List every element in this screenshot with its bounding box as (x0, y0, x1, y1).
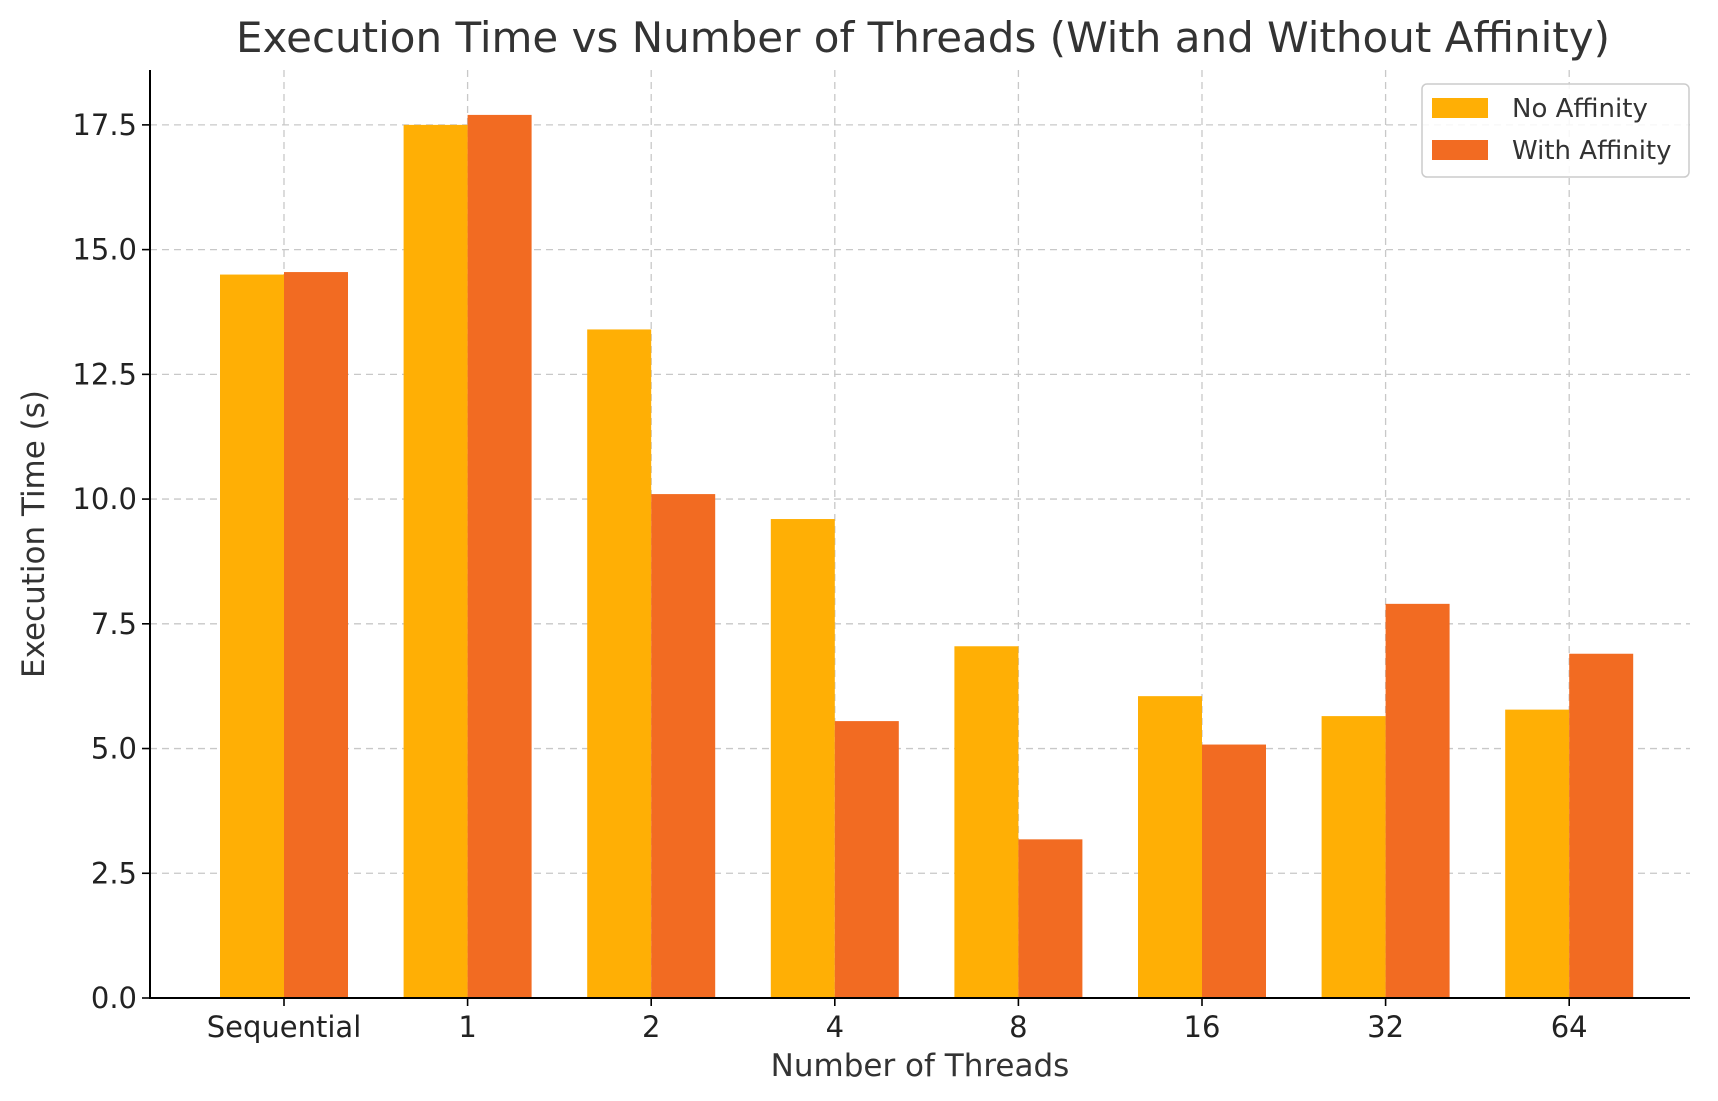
x-tick-label: 16 (1184, 1010, 1221, 1044)
y-tick-label: 2.5 (91, 856, 137, 890)
bar-with-affinity-2 (651, 494, 716, 998)
axis-layer (149, 70, 1690, 999)
y-axis-label: Execution Time (s) (16, 390, 52, 678)
grid-layer (150, 70, 1690, 999)
legend: No Affinity With Affinity (1421, 83, 1690, 178)
x-tick-label: 4 (826, 1010, 844, 1044)
y-tick-label: 0.0 (91, 981, 137, 1015)
y-tick-label: 17.5 (72, 108, 137, 142)
legend-label-no-affinity: No Affinity (1512, 94, 1648, 124)
legend-box (1421, 83, 1690, 178)
x-tick-label: 64 (1551, 1010, 1588, 1044)
y-tick-label: 10.0 (72, 482, 137, 516)
bar-with-affinity-sequential (284, 272, 348, 998)
legend-swatch-with-affinity (1432, 140, 1488, 160)
bar-layer (220, 114, 1634, 999)
bar-no-affinity-4 (770, 519, 835, 998)
legend-label-with-affinity: With Affinity (1512, 136, 1672, 166)
bar-no-affinity-2 (587, 329, 652, 998)
y-tick-label: 15.0 (72, 233, 137, 267)
tick-layer: 0.0 2.5 5.0 7.5 10.0 12.5 15.0 17.5 Sequential 1 2… (72, 108, 1587, 1044)
chart-title: Execution Time vs Number of Threads (Wit… (236, 13, 1610, 62)
bar-with-affinity-8 (1018, 839, 1083, 998)
legend-swatch-no-affinity (1432, 98, 1488, 118)
y-tick-label: 7.5 (91, 607, 137, 641)
bar-with-affinity-4 (834, 721, 899, 998)
y-tick-label: 5.0 (91, 732, 137, 766)
x-tick-label: Sequential (207, 1010, 362, 1044)
x-tick-label: 1 (458, 1010, 476, 1044)
bar-with-affinity-16 (1202, 744, 1266, 998)
bar-with-affinity-64 (1569, 653, 1634, 998)
bar-with-affinity-32 (1385, 603, 1450, 998)
bar-no-affinity-1 (403, 124, 468, 999)
x-tick-label: 2 (642, 1010, 660, 1044)
x-tick-label: 32 (1367, 1010, 1404, 1044)
bar-no-affinity-64 (1505, 709, 1570, 998)
x-tick-label: 8 (1009, 1010, 1027, 1044)
bar-no-affinity-sequential (220, 274, 284, 998)
bar-no-affinity-32 (1321, 716, 1386, 998)
bar-with-affinity-1 (467, 114, 532, 999)
bar-no-affinity-16 (1138, 696, 1202, 998)
bar-no-affinity-8 (954, 646, 1019, 998)
x-axis-label: Number of Threads (771, 1048, 1070, 1084)
y-tick-label: 12.5 (72, 357, 137, 391)
